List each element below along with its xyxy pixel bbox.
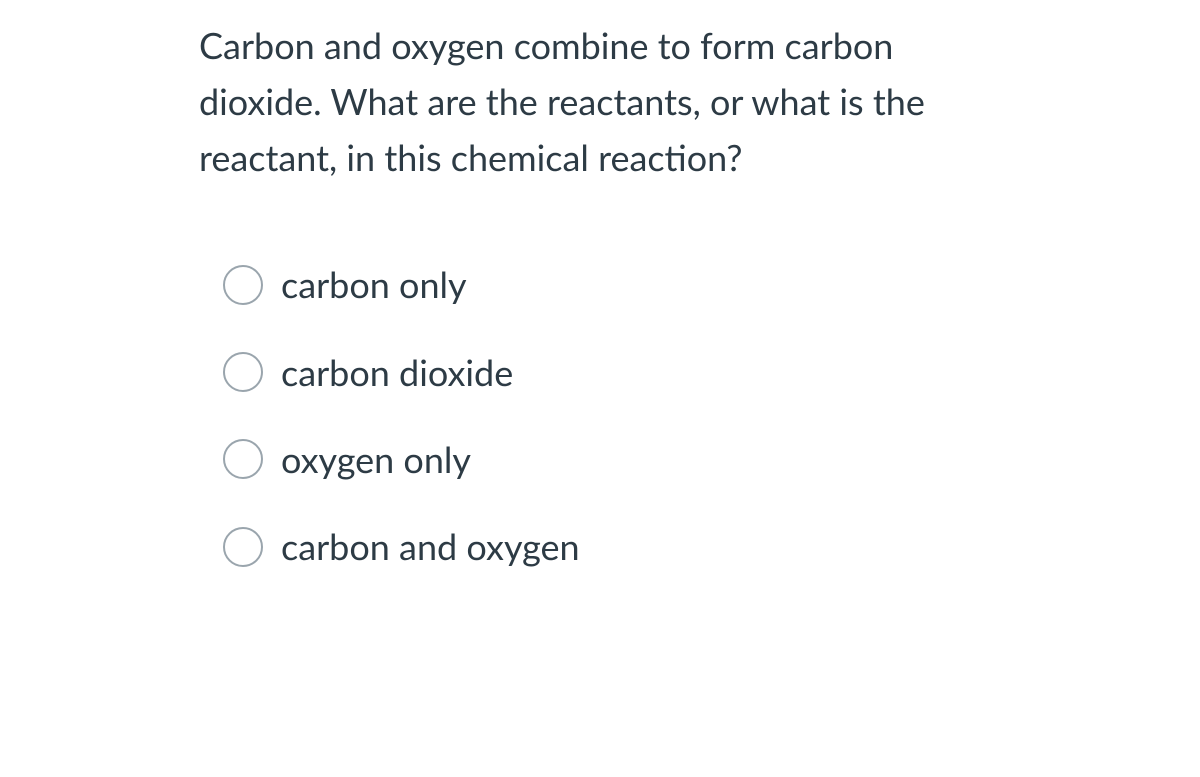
quiz-container: Carbon and oxygen combine to form carbon… <box>199 18 1009 568</box>
option-row-2[interactable]: oxygen only <box>223 438 1009 481</box>
question-text: Carbon and oxygen combine to form carbon… <box>199 18 1009 185</box>
option-label: carbon and oxygen <box>281 525 580 568</box>
option-row-3[interactable]: carbon and oxygen <box>223 525 1009 568</box>
radio-icon[interactable] <box>223 352 263 392</box>
radio-icon[interactable] <box>223 439 263 479</box>
option-label: carbon dioxide <box>281 351 513 394</box>
option-row-0[interactable]: carbon only <box>223 263 1009 306</box>
option-label: carbon only <box>281 263 467 306</box>
radio-icon[interactable] <box>223 527 263 567</box>
option-label: oxygen only <box>281 438 471 481</box>
option-row-1[interactable]: carbon dioxide <box>223 351 1009 394</box>
radio-icon[interactable] <box>223 265 263 305</box>
options-group: carbon only carbon dioxide oxygen only c… <box>199 263 1009 568</box>
